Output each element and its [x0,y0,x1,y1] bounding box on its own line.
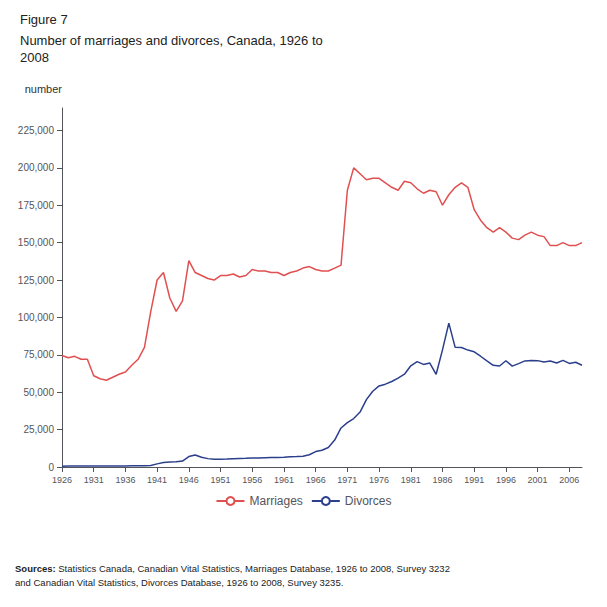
svg-text:and Canadian Vital Statistics,: and Canadian Vital Statistics, Divorces … [15,577,343,588]
svg-text:1941: 1941 [147,475,167,485]
svg-text:0: 0 [48,462,54,473]
svg-text:2008: 2008 [20,50,49,65]
svg-text:Number of marriages and divorc: Number of marriages and divorces, Canada… [20,33,323,48]
svg-text:1926: 1926 [52,475,72,485]
svg-text:1951: 1951 [211,475,231,485]
svg-text:2001: 2001 [528,475,548,485]
svg-text:200,000: 200,000 [18,162,55,173]
svg-text:1931: 1931 [84,475,104,485]
svg-text:1971: 1971 [337,475,357,485]
svg-text:225,000: 225,000 [18,125,55,136]
svg-text:50,000: 50,000 [23,387,54,398]
svg-text:175,000: 175,000 [18,200,55,211]
svg-text:Statistics Canada, Canadian Vi: Statistics Canada, Canadian Vital Statis… [56,563,450,574]
svg-text:2006: 2006 [559,475,579,485]
svg-text:125,000: 125,000 [18,275,55,286]
svg-text:1986: 1986 [432,475,452,485]
svg-text:150,000: 150,000 [18,237,55,248]
svg-text:1961: 1961 [274,475,294,485]
svg-text:1996: 1996 [496,475,516,485]
svg-text:1991: 1991 [464,475,484,485]
svg-text:1946: 1946 [179,475,199,485]
svg-text:Marriages: Marriages [249,494,302,508]
svg-text:1936: 1936 [115,475,135,485]
svg-text:Divorces: Divorces [345,494,392,508]
svg-text:Sources:: Sources: [15,563,56,574]
svg-text:25,000: 25,000 [23,424,54,435]
svg-text:1966: 1966 [306,475,326,485]
svg-text:100,000: 100,000 [18,312,55,323]
svg-text:1976: 1976 [369,475,389,485]
svg-text:1956: 1956 [242,475,262,485]
svg-text:number: number [25,83,63,95]
svg-text:Figure 7: Figure 7 [20,12,68,27]
svg-text:1981: 1981 [401,475,421,485]
svg-text:75,000: 75,000 [23,349,54,360]
